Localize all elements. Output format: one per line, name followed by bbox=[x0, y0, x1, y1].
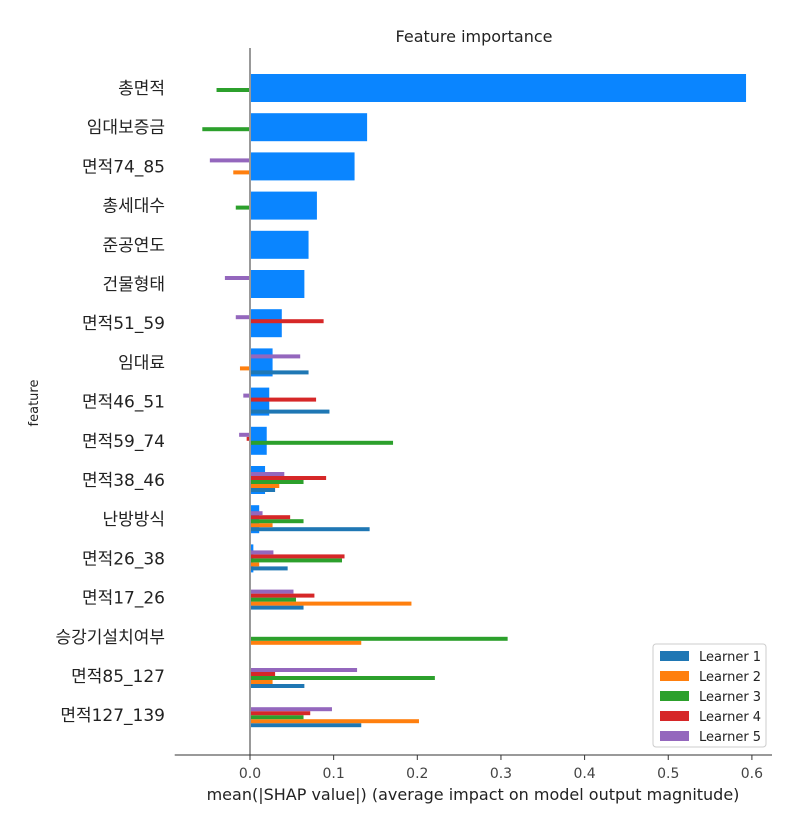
learner-bar bbox=[250, 550, 274, 555]
learner-bar bbox=[250, 519, 304, 524]
y-axis-label: feature bbox=[27, 380, 42, 427]
x-tick-label: 0.3 bbox=[490, 766, 512, 782]
learner-bar bbox=[250, 319, 324, 324]
legend-label: Learner 4 bbox=[699, 710, 761, 725]
bars-layer bbox=[202, 74, 747, 728]
learner-bar bbox=[250, 527, 370, 532]
learner-bar bbox=[250, 409, 330, 414]
x-tick-label: 0.0 bbox=[239, 766, 261, 782]
x-ticks: 0.0 0.1 0.2 0.3 0.4 0.5 0.6 bbox=[239, 755, 763, 782]
feature-tick-label: 승강기설치여부 bbox=[56, 628, 165, 648]
learner-bar bbox=[250, 597, 297, 602]
legend-label: Learner 5 bbox=[699, 730, 761, 745]
feature-tick-label: 임대보증금 bbox=[87, 118, 165, 138]
feature-tick-label: 면적127_139 bbox=[60, 706, 165, 726]
learner-bar bbox=[250, 566, 288, 571]
learner-bar bbox=[250, 707, 332, 712]
learner-bar bbox=[250, 562, 260, 567]
ensemble-bar bbox=[250, 74, 747, 102]
x-tick-label: 0.2 bbox=[406, 766, 428, 782]
legend: Learner 1 Learner 2 Learner 3 Learner 4 Lear… bbox=[652, 643, 767, 748]
feature-tick-label: 면적51_59 bbox=[82, 314, 165, 334]
learner-bar bbox=[243, 393, 250, 398]
learner-bar bbox=[250, 480, 304, 484]
learner-bar bbox=[250, 723, 362, 728]
learner-bar bbox=[239, 366, 250, 371]
feature-tick-label: 면적85_127 bbox=[71, 667, 165, 687]
feature-tick-label: 난방방식 bbox=[102, 510, 165, 530]
x-tick-label: 0.1 bbox=[323, 766, 345, 782]
legend-label: Learner 1 bbox=[699, 650, 761, 665]
learner-bar bbox=[246, 436, 250, 441]
ensemble-bar bbox=[250, 113, 368, 142]
learner-bar bbox=[250, 440, 394, 445]
learner-bar bbox=[250, 370, 309, 375]
learner-bar bbox=[250, 605, 304, 610]
learner-bar bbox=[250, 589, 294, 594]
learner-bar bbox=[235, 205, 250, 210]
feature-tick-label: 총세대수 bbox=[102, 197, 165, 217]
learner-bar bbox=[250, 554, 345, 559]
feature-tick-label: 건물형태 bbox=[102, 275, 165, 295]
feature-tick-label: 임대료 bbox=[118, 353, 165, 373]
learner-bar bbox=[209, 158, 250, 163]
learner-bar bbox=[250, 711, 311, 716]
feature-tick-label: 면적26_38 bbox=[82, 549, 165, 569]
learner-bar bbox=[250, 397, 317, 402]
learner-bar bbox=[250, 523, 273, 528]
feature-tick-label: 면적74_85 bbox=[82, 157, 165, 177]
learner-bar bbox=[224, 276, 250, 280]
feature-tick-label: 준공연도 bbox=[102, 236, 165, 256]
feature-tick-label: 총면적 bbox=[118, 79, 165, 99]
x-tick-label: 0.6 bbox=[741, 766, 763, 782]
legend-label: Learner 2 bbox=[699, 670, 761, 685]
legend-swatch bbox=[660, 711, 689, 721]
learner-bar bbox=[250, 601, 412, 606]
ensemble-bar bbox=[250, 230, 309, 259]
learner-bar bbox=[250, 672, 276, 676]
learner-bar bbox=[250, 354, 301, 359]
learner-bar bbox=[250, 680, 273, 684]
x-axis-label: mean(|SHAP value|) (average impact on mo… bbox=[207, 785, 740, 804]
learner-bar bbox=[250, 636, 508, 641]
learner-bar bbox=[250, 684, 305, 688]
learner-bar bbox=[235, 315, 250, 320]
learner-bar bbox=[250, 593, 315, 598]
learner-bar bbox=[250, 640, 362, 645]
legend-swatch bbox=[660, 671, 689, 681]
ensemble-bar bbox=[250, 270, 305, 298]
learner-bar bbox=[250, 515, 291, 520]
legend-label: Learner 3 bbox=[699, 690, 761, 705]
learner-bar bbox=[216, 88, 250, 92]
feature-tick-label: 면적17_26 bbox=[82, 589, 165, 609]
x-tick-label: 0.5 bbox=[657, 766, 679, 782]
legend-swatch bbox=[660, 691, 689, 701]
learner-bar bbox=[250, 511, 263, 516]
ensemble-bar bbox=[250, 152, 355, 181]
learner-bar bbox=[250, 472, 285, 476]
learner-bar bbox=[250, 668, 358, 672]
legend-swatch bbox=[660, 731, 689, 741]
learner-bar bbox=[250, 488, 276, 492]
legend-frame bbox=[652, 643, 767, 748]
x-tick-label: 0.4 bbox=[573, 766, 595, 782]
learner-bar bbox=[250, 558, 343, 563]
learner-bar bbox=[250, 484, 280, 488]
learner-bar bbox=[250, 715, 304, 720]
feature-tick-label: 면적59_74 bbox=[82, 432, 165, 452]
learner-bar bbox=[233, 170, 250, 175]
chart-title: Feature importance bbox=[396, 27, 553, 46]
learner-bar bbox=[250, 719, 419, 724]
learner-bar bbox=[202, 127, 250, 132]
ensemble-bar bbox=[250, 191, 317, 220]
learner-bar bbox=[250, 676, 435, 680]
learner-bar bbox=[250, 476, 327, 480]
feature-tick-label: 면적46_51 bbox=[82, 393, 165, 413]
legend-swatch bbox=[660, 651, 689, 661]
learner-bar bbox=[239, 432, 250, 437]
feature-tick-label: 면적38_46 bbox=[82, 471, 165, 491]
